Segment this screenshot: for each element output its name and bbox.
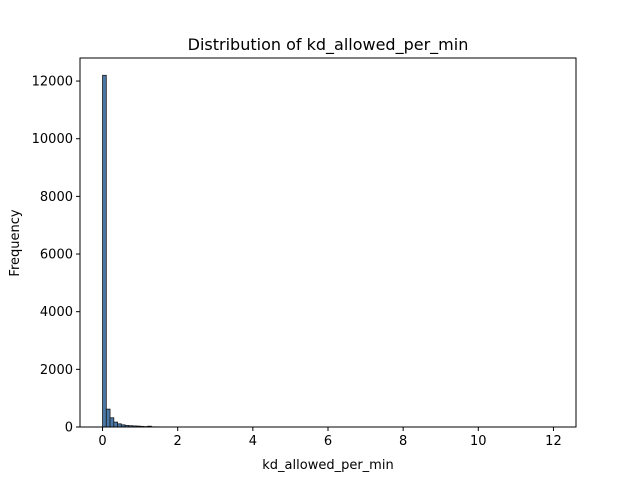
x-axis: 0 2 4 6 8 10 12	[98, 427, 562, 449]
y-tick-label: 8000	[40, 190, 73, 205]
x-tick-label: 2	[174, 434, 182, 449]
plot-frame	[79, 57, 577, 428]
x-axis-label: kd_allowed_per_min	[262, 458, 393, 473]
y-tick-label: 6000	[40, 248, 73, 263]
histogram-bar	[105, 408, 111, 428]
x-tick-label: 8	[399, 434, 407, 449]
x-tick-label: 0	[98, 434, 106, 449]
y-axis-label: Frequency	[8, 209, 23, 276]
histogram-bar	[113, 421, 118, 428]
bars-layer	[102, 74, 558, 428]
y-axis: 0 2000 4000 6000 8000 10000 12000	[32, 75, 80, 436]
y-tick-label: 0	[65, 421, 73, 436]
x-tick-label: 4	[249, 434, 257, 449]
chart-title: Distribution of kd_allowed_per_min	[188, 35, 469, 55]
y-tick-label: 12000	[32, 75, 73, 90]
y-tick-label: 2000	[40, 363, 73, 378]
histogram-bar	[109, 417, 115, 428]
x-tick-label: 12	[545, 434, 562, 449]
x-tick-label: 10	[470, 434, 487, 449]
x-tick-label: 6	[324, 434, 332, 449]
histogram-bar	[102, 74, 107, 428]
y-tick-label: 10000	[32, 132, 73, 147]
y-tick-label: 4000	[40, 305, 73, 320]
